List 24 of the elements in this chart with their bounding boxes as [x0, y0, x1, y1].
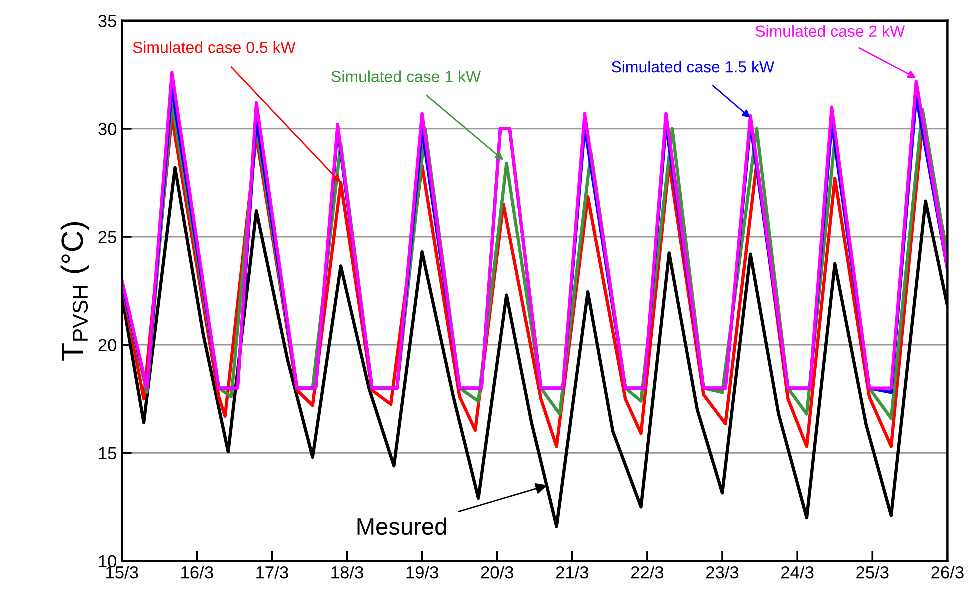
annotation: Simulated case 1 kW	[332, 70, 482, 82]
y-tick-label: 15	[99, 447, 117, 460]
x-tick-label: 26/3	[932, 566, 964, 579]
annotation: Simulated case 0.5 kW	[133, 42, 296, 54]
y-tick-label: 30	[98, 123, 117, 136]
x-tick-label: 21/3	[556, 566, 589, 579]
x-tick-label: 20/3	[481, 566, 514, 579]
x-tick-label: 22/3	[631, 566, 664, 579]
x-tick-label: 24/3	[782, 566, 814, 579]
x-tick-label: 23/3	[706, 566, 739, 579]
x-tick-label: 25/3	[856, 566, 889, 579]
x-tick-label: 19/3	[406, 566, 438, 579]
annotation: Simulated case 1.5 kW	[612, 60, 774, 73]
y-tick-label: 25	[98, 231, 117, 244]
y-axis-title: T$_{PVSH}$ (°C)	[60, 222, 90, 361]
y-tick-label: 20	[98, 339, 117, 352]
x-tick-label: 15/3	[106, 566, 138, 579]
x-tick-label: 18/3	[332, 566, 364, 579]
y-tick-label: 35	[98, 15, 117, 28]
annotation: Mesured	[358, 518, 446, 536]
y-tick-label: 10	[99, 555, 117, 568]
x-tick-label: 16/3	[182, 566, 214, 579]
annotation: Simulated case 2 kW	[756, 25, 906, 38]
x-tick-label: 17/3	[256, 566, 288, 579]
